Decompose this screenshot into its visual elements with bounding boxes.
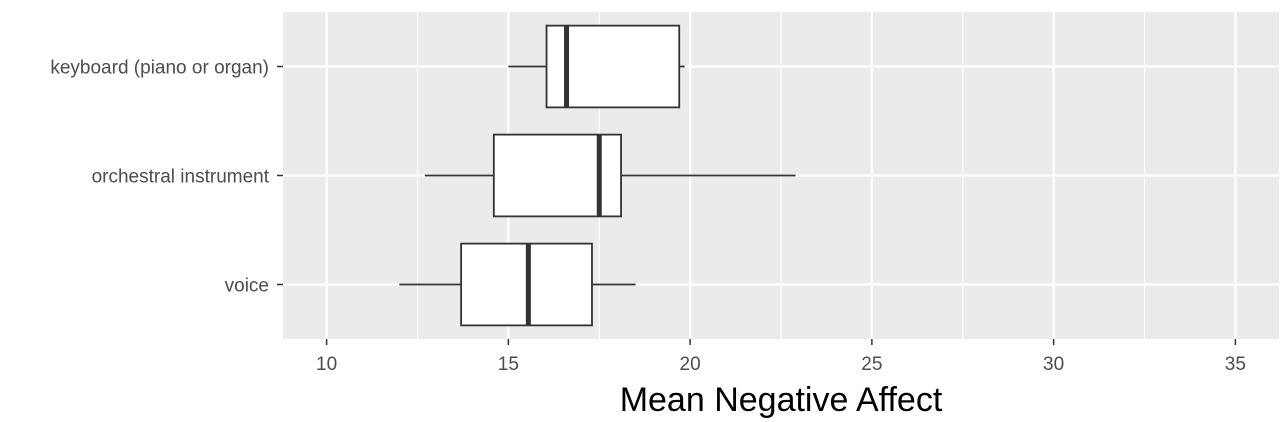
- x-tick-label: 20: [680, 354, 701, 375]
- x-tick-label: 30: [1043, 354, 1064, 375]
- x-axis-title: Mean Negative Affect: [620, 381, 943, 419]
- y-axis: voice orchestral instrument keyboard (pian…: [50, 58, 283, 297]
- x-tick-label: 25: [861, 354, 882, 375]
- box-iqr: [492, 133, 622, 218]
- x-tick-label: 10: [316, 354, 337, 375]
- category-label: voice: [225, 276, 269, 297]
- boxes-layer: [399, 24, 796, 327]
- x-tick-label: 15: [498, 354, 519, 375]
- category-label: keyboard (piano or organ): [50, 58, 269, 79]
- x-tick-label: 35: [1225, 354, 1246, 375]
- major-gridlines: [283, 12, 1279, 339]
- category-label: orchestral instrument: [92, 167, 270, 188]
- x-axis: 10 15 20 25 30 35: [316, 339, 1246, 375]
